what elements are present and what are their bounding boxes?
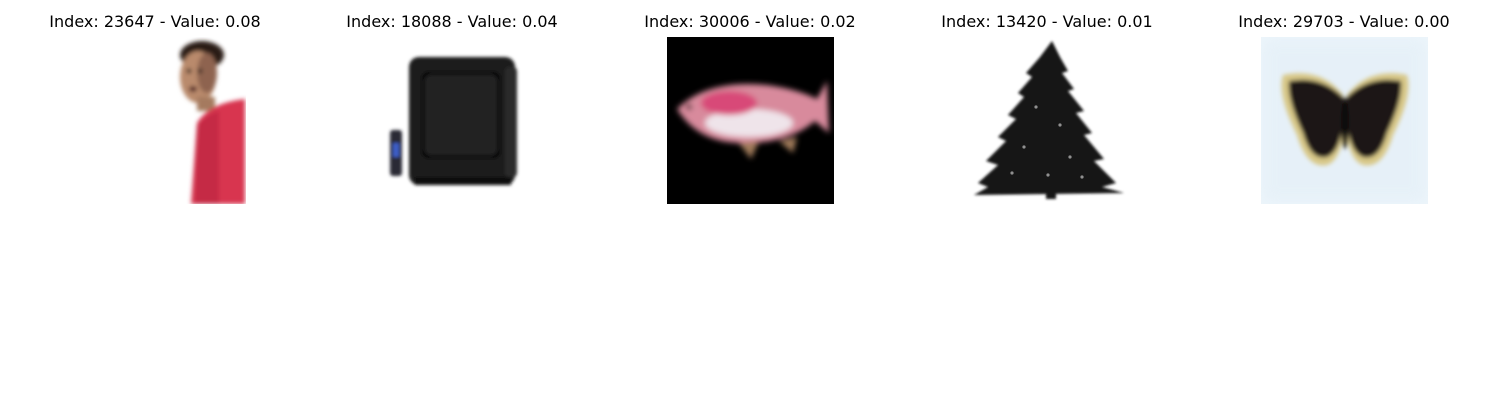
image-panel-3: Index: 30006 - Value: 0.02 [600, 0, 900, 210]
fish-image [667, 37, 834, 204]
pine-tree-image [964, 37, 1131, 204]
person-picture [79, 37, 246, 204]
butterfly-picture [1261, 37, 1428, 204]
television-image [369, 37, 536, 204]
person-image [79, 37, 246, 204]
butterfly-image [1261, 37, 1428, 204]
image-panel-2: Index: 18088 - Value: 0.04 [302, 0, 602, 210]
image-panel-5: Index: 29703 - Value: 0.00 [1194, 0, 1494, 210]
panel-title: Index: 18088 - Value: 0.04 [346, 12, 558, 31]
panel-title: Index: 29703 - Value: 0.00 [1238, 12, 1450, 31]
image-panel-4: Index: 13420 - Value: 0.01 [897, 0, 1197, 210]
television-picture [369, 37, 536, 204]
panel-title: Index: 13420 - Value: 0.01 [941, 12, 1153, 31]
pine-tree-picture [964, 37, 1131, 204]
fish-picture [667, 37, 834, 204]
panel-title: Index: 23647 - Value: 0.08 [49, 12, 261, 31]
image-panel-1: Index: 23647 - Value: 0.08 [5, 0, 305, 210]
panel-title: Index: 30006 - Value: 0.02 [644, 12, 856, 31]
